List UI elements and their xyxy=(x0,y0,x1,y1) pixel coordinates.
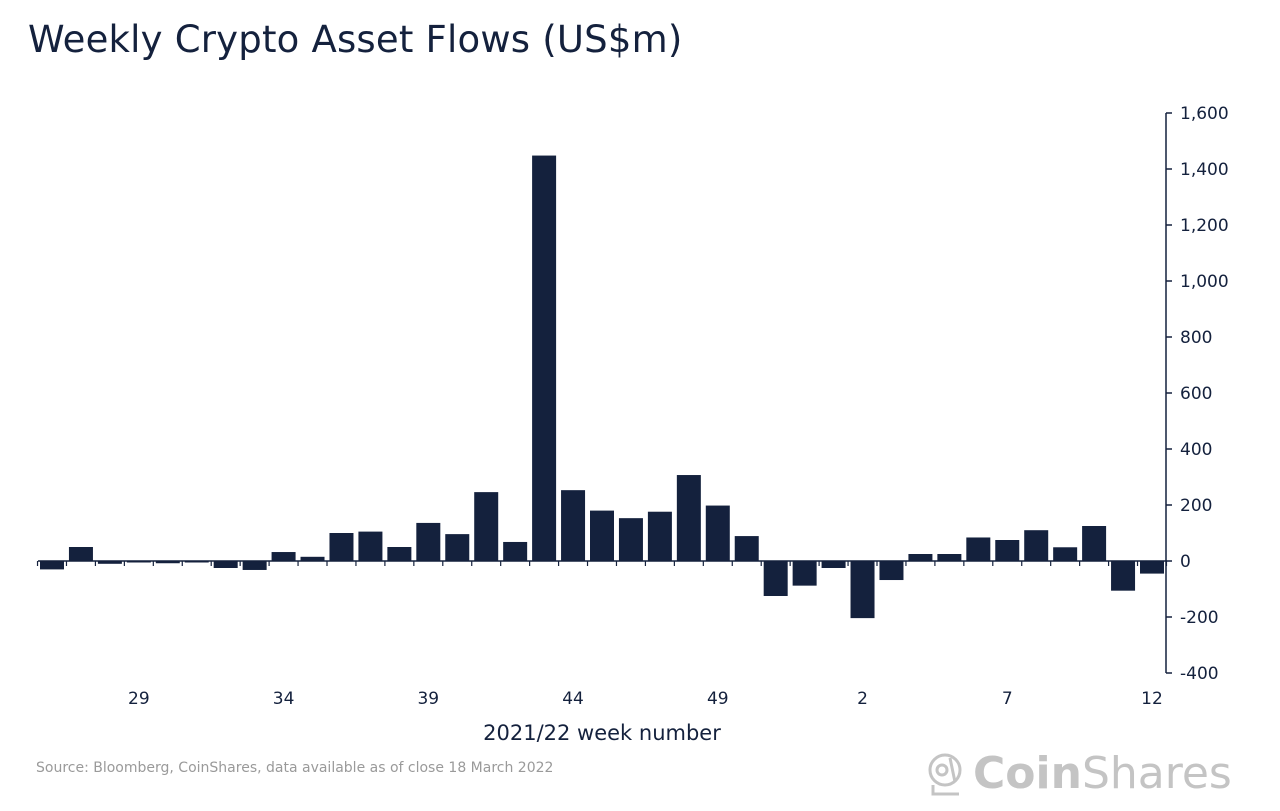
bar-week-2 xyxy=(850,561,875,619)
bar-week-32 xyxy=(213,561,238,568)
bar-week-26 xyxy=(40,561,64,570)
bar-week-49 xyxy=(705,505,730,561)
y-tick-label: 600 xyxy=(1180,384,1212,404)
bar-week-6 xyxy=(966,537,991,561)
y-tick-label: -200 xyxy=(1180,608,1219,628)
x-tick-label: 39 xyxy=(417,689,439,709)
bar-week-48 xyxy=(676,475,701,561)
bar-week-39 xyxy=(416,522,441,561)
x-tick-label: 29 xyxy=(128,689,150,709)
x-axis-label: 2021/22 week number xyxy=(483,721,721,745)
x-tick-label: 49 xyxy=(707,689,729,709)
bar-week-10 xyxy=(1082,526,1107,561)
logo-text-coin: Coin xyxy=(973,748,1082,799)
bar-week-37 xyxy=(358,531,383,561)
y-tick-label: 1,400 xyxy=(1180,160,1229,180)
bar-week-1 xyxy=(821,561,846,568)
bar-week-52 xyxy=(792,561,817,586)
y-tick-label: 0 xyxy=(1180,552,1191,572)
source-note: Source: Bloomberg, CoinShares, data avai… xyxy=(36,760,554,776)
x-tick-label: 34 xyxy=(273,689,295,709)
x-tick-label: 12 xyxy=(1141,689,1163,709)
bar-week-44 xyxy=(561,490,586,561)
y-tick-label: 400 xyxy=(1180,440,1212,460)
logo-text-shares: Shares xyxy=(1081,748,1232,799)
bar-week-42 xyxy=(503,541,528,561)
bar-week-30 xyxy=(155,561,180,564)
y-tick-label: 800 xyxy=(1180,328,1212,348)
y-tick-label: 1,200 xyxy=(1180,216,1229,236)
x-tick-label: 44 xyxy=(562,689,584,709)
bar-week-3 xyxy=(879,561,904,581)
bar-week-4 xyxy=(908,554,933,561)
bar-week-38 xyxy=(387,547,412,561)
bar-week-28 xyxy=(97,561,122,564)
coinshares-logo: Coin Shares xyxy=(925,748,1232,799)
bar-week-27 xyxy=(68,547,93,561)
bar-week-5 xyxy=(937,554,962,561)
bar-week-8 xyxy=(1024,530,1049,561)
y-tick-label: -400 xyxy=(1180,664,1219,684)
y-tick-label: 1,000 xyxy=(1180,272,1229,292)
bar-week-41 xyxy=(474,492,499,561)
bar-week-47 xyxy=(647,511,672,561)
bar-week-51 xyxy=(763,561,788,596)
bar-week-12 xyxy=(1140,561,1164,574)
bar-week-11 xyxy=(1111,561,1136,591)
bar-week-34 xyxy=(271,552,296,561)
bar-week-33 xyxy=(242,561,267,570)
astronaut-helmet-icon xyxy=(928,753,962,795)
bar-week-7 xyxy=(995,540,1020,561)
x-tick-label: 7 xyxy=(1002,689,1013,709)
chart-title: Weekly Crypto Asset Flows (US$m) xyxy=(28,18,683,61)
bar-week-45 xyxy=(590,510,614,561)
y-tick-label: 200 xyxy=(1180,496,1212,516)
bar-week-35 xyxy=(300,556,325,561)
y-tick-label: 1,600 xyxy=(1180,104,1229,124)
x-tick-label: 2 xyxy=(857,689,868,709)
bar-week-46 xyxy=(618,518,643,561)
bar-week-36 xyxy=(329,533,354,561)
bar-week-9 xyxy=(1053,547,1078,561)
bar-week-50 xyxy=(734,536,759,561)
bar-week-43 xyxy=(532,155,557,561)
bar-week-40 xyxy=(445,534,470,561)
